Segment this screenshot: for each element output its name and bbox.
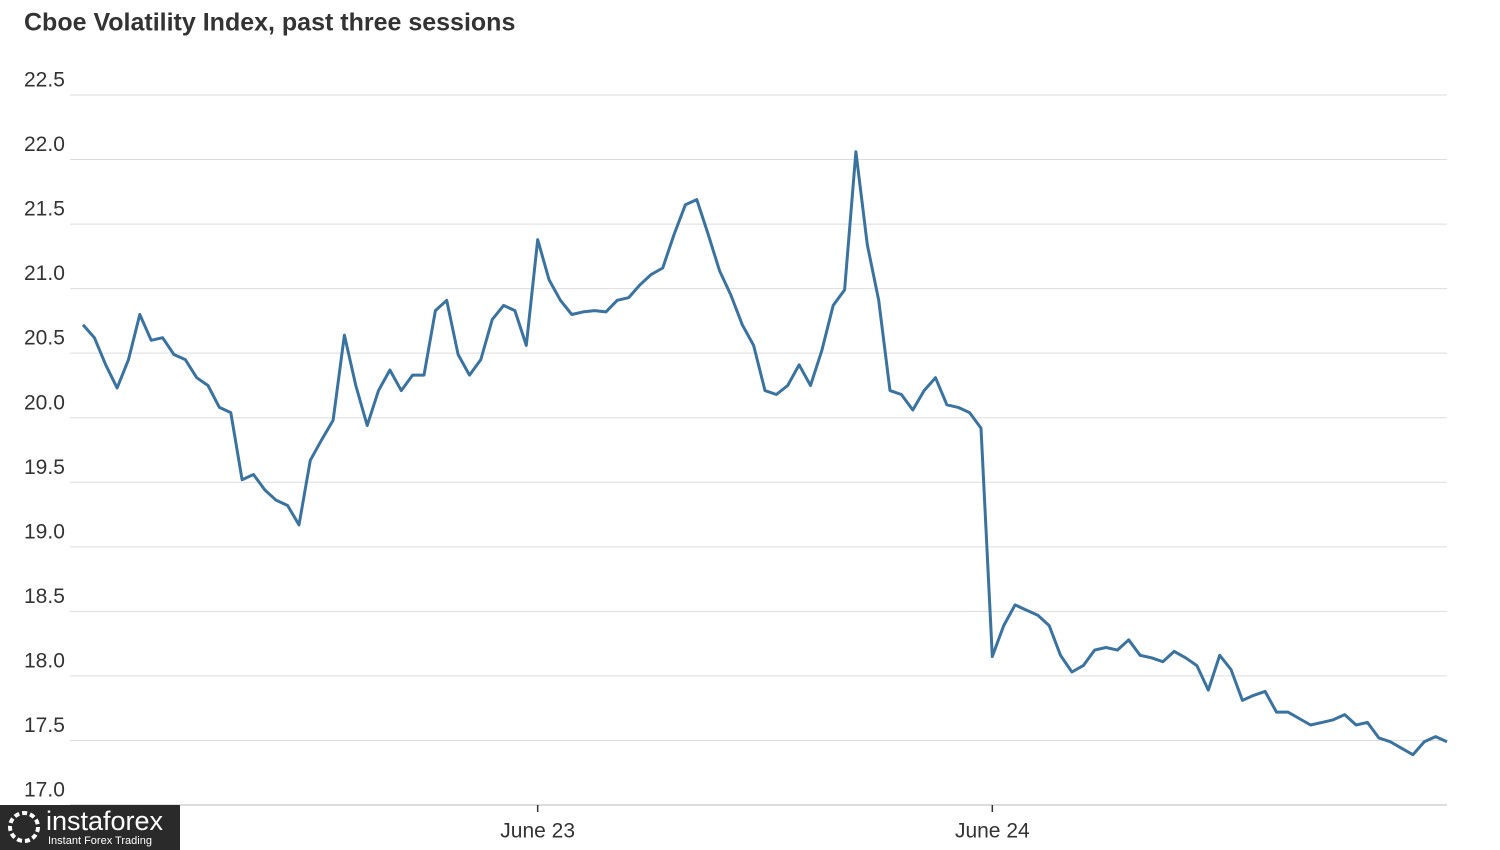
watermark-icon [8, 811, 40, 843]
y-tick-label: 20.5 [24, 327, 65, 350]
watermark-tagline: Instant Forex Trading [48, 835, 152, 847]
watermark: instaforex Instant Forex Trading [0, 805, 180, 850]
y-tick-label: 22.5 [24, 69, 65, 92]
x-tick-label: June 23 [500, 820, 575, 843]
y-tick-label: 17.5 [24, 714, 65, 737]
series-line [81, 150, 1448, 757]
watermark-name: instaforex [46, 806, 164, 836]
y-tick-label: 18.5 [24, 585, 65, 608]
y-tick-label: 17.0 [24, 779, 65, 802]
y-tick-label: 21.0 [24, 262, 65, 285]
y-tick-label: 19.0 [24, 520, 65, 543]
x-tick-label: June 24 [955, 820, 1030, 843]
y-tick-label: 18.0 [24, 649, 65, 672]
y-tick-label: 22.0 [24, 133, 65, 156]
y-tick-label: 21.5 [24, 198, 65, 221]
y-tick-label: 19.5 [24, 456, 65, 479]
watermark-box [0, 805, 180, 850]
chart-title: Cboe Volatility Index, past three sessio… [24, 9, 515, 37]
y-tick-label: 20.0 [24, 391, 65, 414]
